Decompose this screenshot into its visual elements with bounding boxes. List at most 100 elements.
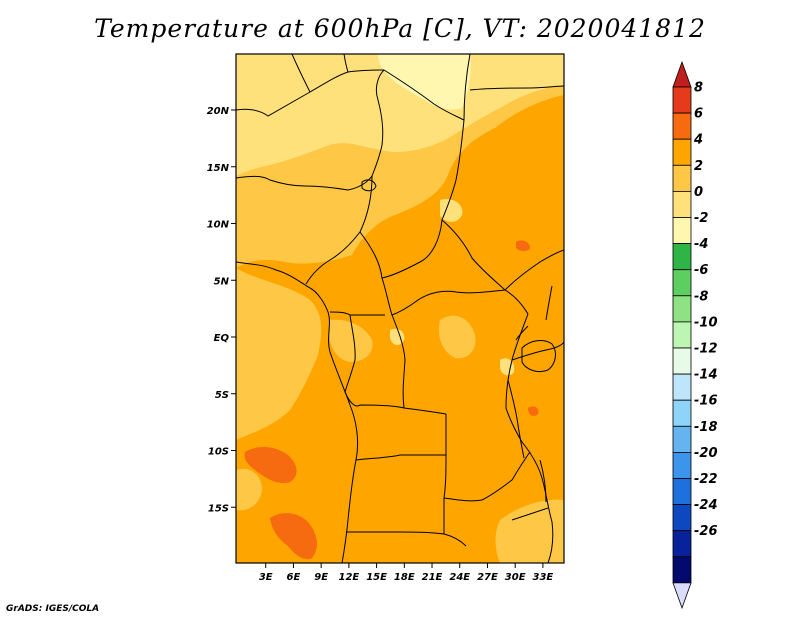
colorbar-label: -18 (694, 420, 718, 435)
colorbar-swatch (672, 556, 692, 584)
field-zone-2-to-4 (438, 315, 476, 359)
lake-victoria (521, 340, 556, 373)
border (355, 454, 447, 499)
colorbar-label: 0 (694, 185, 703, 200)
lon-ticks: 3E 6E 9E 12E 15E 18E 21E 24E 27E 30E 33E (259, 563, 553, 583)
border (463, 54, 471, 121)
colorbar: 8 6 4 2 0 -2 -4 -6 -8 -10 -12 -14 -16 -18 -20 -22 -24 -26 (672, 60, 718, 610)
colorbar-swatch (672, 243, 692, 271)
lon-tick-label: 21E (422, 572, 443, 583)
colorbar-swatch (672, 425, 692, 453)
lon-tick-label: 18E (394, 572, 415, 583)
colorbar-swatch (672, 530, 692, 558)
colorbar-label: -2 (694, 211, 708, 226)
colorbar-label: -16 (694, 394, 718, 409)
colorbar-swatch (672, 504, 692, 532)
lake-chad (361, 179, 377, 192)
lon-tick-label: 27E (477, 572, 498, 583)
field-zone-0-to-2 (236, 54, 564, 176)
colorbar-label: 2 (694, 159, 703, 174)
colorbar-swatch (672, 112, 692, 140)
colorbar-swatch (672, 373, 692, 401)
colorbar-label: 6 (694, 107, 703, 122)
border (505, 313, 529, 443)
border (291, 54, 311, 93)
country-borders (236, 54, 564, 563)
border (511, 507, 549, 521)
colorbar-swatch (672, 164, 692, 192)
colorbar-top-arrow (672, 60, 692, 88)
colorbar-swatch (672, 451, 692, 479)
lat-ticks: 20N 15N 10N 5N EQ 5S 10S 15S (207, 106, 236, 514)
coastline (236, 261, 359, 563)
lon-tick-label: 15E (366, 572, 387, 583)
colorbar-label: 8 (694, 81, 703, 96)
field-zone-0-to-2 (440, 198, 463, 222)
lon-tick-label: 24E (449, 572, 470, 583)
temperature-field (236, 54, 564, 563)
colorbar-swatch (672, 190, 692, 218)
map-frame (235, 53, 565, 564)
colorbar-label: -10 (694, 315, 718, 330)
lat-tick-label: EQ (214, 333, 230, 344)
border (381, 277, 529, 316)
lon-tick-label: 12E (338, 572, 359, 583)
colorbar-label: -12 (694, 342, 718, 357)
border (346, 531, 467, 547)
field-zone-2-to-4 (329, 319, 373, 362)
lon-tick-label: 6E (287, 572, 301, 583)
colorbar-label: -26 (694, 524, 718, 539)
colorbar-swatch (672, 295, 692, 323)
field-zone-2-to-4 (236, 468, 262, 511)
field-zone-4-to-6 (244, 446, 297, 484)
field-zone-2-to-4 (236, 268, 322, 440)
colorbar-swatch (672, 86, 692, 114)
lon-tick-label: 30E (505, 572, 526, 583)
lat-tick-label: 15N (207, 163, 230, 174)
colorbar-label: 4 (693, 133, 703, 148)
border (344, 314, 356, 393)
field-zone-4-to-6 (528, 406, 539, 416)
border (443, 451, 531, 502)
colorbar-label: -6 (694, 263, 708, 278)
colorbar-label: -22 (694, 472, 718, 487)
border (343, 54, 349, 73)
lake-tanganyika (507, 379, 525, 459)
border (391, 314, 447, 415)
lon-tick-label: 3E (259, 572, 273, 583)
colorbar-label: -4 (694, 237, 708, 252)
lake-albert (515, 325, 529, 341)
colorbar-swatch (672, 347, 692, 375)
border (344, 391, 405, 409)
colorbar-swatch (672, 478, 692, 506)
colorbar-label: -24 (694, 498, 718, 513)
lat-tick-label: 10S (208, 447, 229, 458)
colorbar-label: -8 (694, 289, 708, 304)
colorbar-swatch (672, 399, 692, 427)
colorbar-label: -20 (694, 446, 718, 461)
coast-east (545, 285, 553, 321)
lon-tick-label: 9E (314, 572, 328, 583)
colorbar-swatch (672, 138, 692, 166)
field-zone-4-to-6 (516, 240, 530, 251)
border (504, 249, 564, 291)
colorbar-bottom-arrow (672, 582, 692, 610)
field-zone-0-to-2 (390, 328, 405, 346)
colorbar-label: -14 (694, 368, 718, 383)
border (359, 219, 443, 279)
border (469, 85, 564, 91)
colorbar-swatch (672, 269, 692, 297)
field-zone-2-to-4 (495, 499, 564, 563)
credit-text: GrADS: IGES/COLA (6, 604, 100, 614)
lat-tick-label: 20N (207, 106, 230, 117)
lat-tick-label: 5S (215, 390, 229, 401)
field-zone-minus2-to-0 (378, 54, 471, 110)
colorbar-swatch (672, 217, 692, 245)
field-zone-0-to-2 (500, 358, 515, 376)
map-title: Temperature at 600hPa [C], VT: 202004181… (94, 14, 706, 43)
border (305, 175, 373, 285)
lat-tick-label: 10N (207, 220, 230, 231)
lat-tick-label: 5N (214, 276, 230, 287)
border (521, 441, 554, 563)
